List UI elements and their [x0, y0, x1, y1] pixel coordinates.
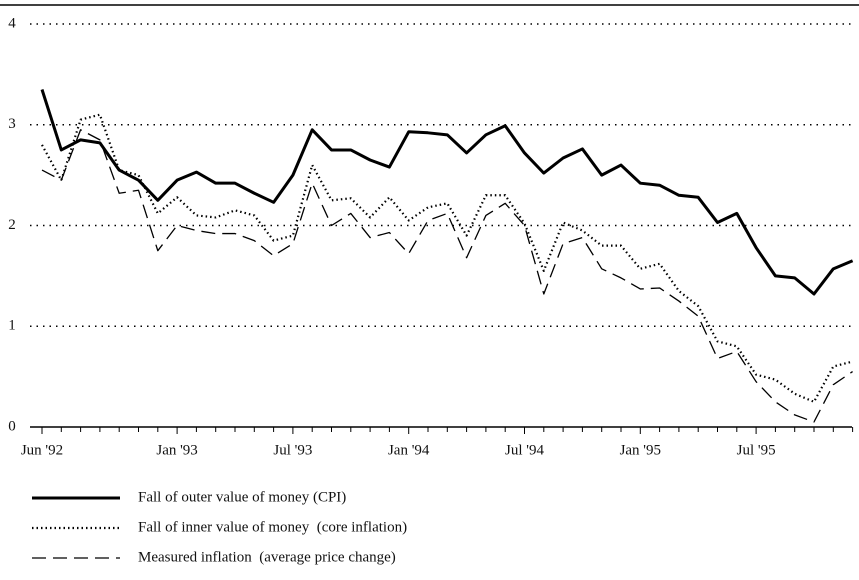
series-line [40, 89, 854, 296]
series-line [41, 113, 853, 403]
x-tick-label: Jul '95 [737, 442, 776, 458]
legend-label: Measured inflation (average price change… [138, 549, 396, 565]
legend-label: Fall of inner value of money (core infla… [138, 519, 407, 535]
x-tick-label: Jul '94 [505, 442, 544, 458]
x-tick-label: Jun '92 [21, 442, 63, 458]
x-tick-label: Jul '93 [273, 442, 312, 458]
y-tick-label: 1 [8, 318, 16, 334]
series-line [41, 129, 853, 423]
x-tick-label: Jan '95 [620, 442, 661, 458]
y-tick-label: 0 [8, 418, 16, 434]
x-tick-label: Jan '93 [156, 442, 197, 458]
y-tick-label: 2 [8, 217, 16, 233]
y-tick-label: 3 [8, 116, 16, 132]
x-tick-label: Jan '94 [388, 442, 430, 458]
legend-label: Fall of outer value of money (CPI) [138, 489, 346, 505]
y-tick-label: 4 [8, 15, 16, 31]
